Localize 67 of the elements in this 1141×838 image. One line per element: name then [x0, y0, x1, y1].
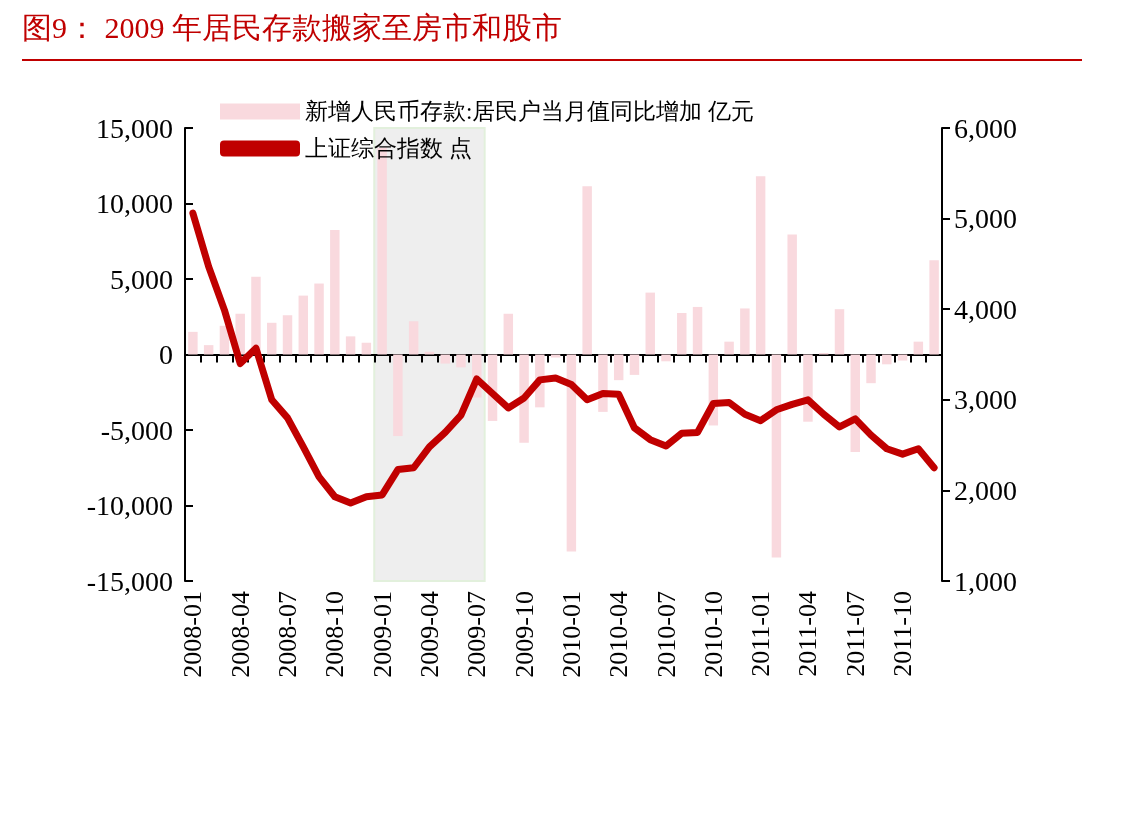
bar — [393, 354, 403, 437]
y-tick-label: 0 — [159, 339, 173, 370]
y-tick-label: 10,000 — [96, 188, 173, 219]
bar — [866, 354, 876, 384]
bar — [582, 186, 592, 355]
x-tick-label: 2010-10 — [698, 591, 728, 678]
bar — [740, 308, 750, 355]
bar — [330, 229, 340, 355]
bar — [298, 295, 309, 355]
bar — [503, 313, 514, 355]
bar — [550, 354, 561, 358]
bar — [787, 234, 797, 355]
bar — [267, 322, 277, 355]
x-tick-label: 2010-01 — [556, 591, 586, 678]
bar — [361, 342, 372, 355]
y-tick-label: 5,000 — [110, 263, 173, 295]
x-tick-label: 2011-07 — [840, 591, 870, 677]
y2-tick-label: 4,000 — [954, 293, 1017, 325]
legend-label: 上证综合指数 点 — [305, 136, 472, 161]
bar — [661, 354, 671, 362]
y-tick-label: -10,000 — [86, 490, 173, 521]
bar — [345, 336, 356, 355]
bar — [456, 354, 466, 368]
bar — [929, 260, 939, 355]
legend-label: 新增人民币存款:居民户当月值同比增加 亿元 — [305, 99, 755, 124]
y2-tick-label: 2,000 — [954, 474, 1017, 506]
x-tick-label: 2011-04 — [793, 591, 823, 677]
bar — [913, 341, 924, 355]
bar — [314, 283, 324, 355]
x-tick-label: 2008-04 — [225, 591, 255, 678]
x-tick-label: 2008-01 — [178, 591, 208, 678]
x-tick-label: 2008-10 — [320, 591, 350, 678]
bar — [408, 321, 419, 355]
x-tick-label: 2009-10 — [509, 591, 539, 678]
y-tick-label: -5,000 — [100, 414, 173, 446]
bar — [677, 312, 687, 355]
x-tick-label: 2009-04 — [414, 591, 444, 678]
bar — [566, 354, 577, 552]
bar — [645, 292, 655, 355]
y-tick-label: -15,000 — [86, 565, 173, 597]
bar — [771, 354, 782, 558]
x-tick-label: 2011-10 — [888, 591, 918, 677]
x-tick-label: 2010-04 — [604, 591, 634, 678]
x-tick-label: 2008-07 — [273, 591, 303, 678]
y2-tick-label: 1,000 — [954, 565, 1017, 597]
bar — [897, 354, 908, 361]
chart-title: 图9： 2009 年居民存款搬家至房市和股市 — [22, 8, 1082, 61]
bar — [629, 354, 640, 375]
bar — [282, 315, 293, 355]
x-tick-label: 2010-07 — [651, 591, 681, 678]
bar — [613, 354, 624, 381]
y-tick-label: 15,000 — [96, 112, 173, 144]
bar — [440, 354, 450, 364]
x-tick-label: 2011-01 — [746, 591, 776, 677]
y2-tick-label: 5,000 — [954, 203, 1017, 235]
bar — [882, 354, 892, 365]
bar — [724, 341, 734, 355]
x-tick-label: 2009-07 — [462, 591, 492, 678]
bar — [203, 345, 214, 355]
bar — [834, 309, 845, 355]
y2-tick-label: 6,000 — [954, 112, 1017, 144]
bar — [692, 306, 703, 355]
bar — [755, 176, 766, 355]
bar — [188, 331, 198, 355]
y2-tick-label: 3,000 — [954, 384, 1017, 416]
x-tick-label: 2009-01 — [367, 591, 397, 678]
bar — [424, 351, 435, 355]
